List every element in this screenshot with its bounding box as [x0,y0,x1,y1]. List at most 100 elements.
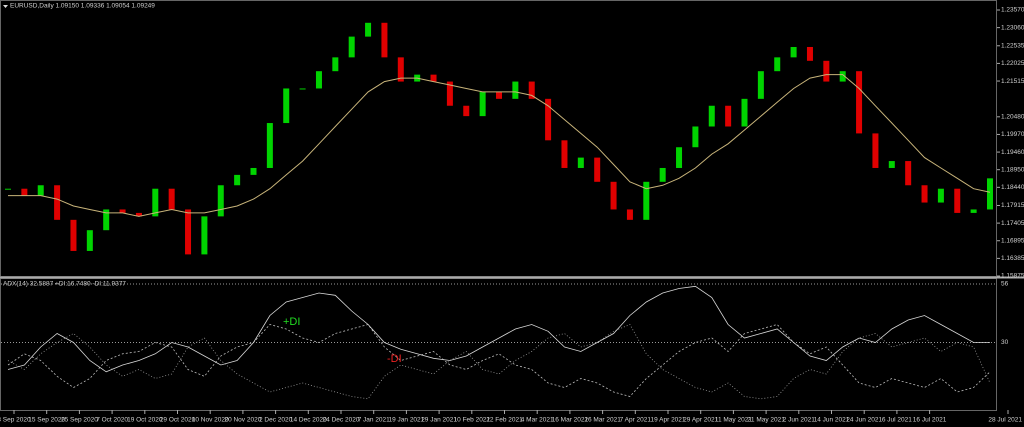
candle [905,161,912,186]
candle [806,46,813,61]
candle [561,140,568,168]
y-tick-label: 1.19970 [1001,131,1024,138]
candle [135,212,142,217]
x-tick-label: 4 Mar 2021 [521,417,554,424]
y-tick-label: 1.17405 [1001,220,1024,227]
candle [168,188,175,210]
x-tick-label: 16 Mar 2021 [552,417,589,424]
y-tick-label: 1.18950 [1001,166,1024,173]
x-tick-label: 19 Jan 2021 [389,417,425,424]
y-tick-label: 1.23570 [1001,7,1024,14]
x-tick-label: 15 Sep 2020 [28,417,65,424]
candle [512,81,519,99]
y-tick-label: 1.19460 [1001,149,1024,156]
plus_di-line [7,324,991,397]
y-tick-label: 1.21515 [1001,78,1024,85]
x-tick-label: 21 May 2021 [747,417,785,424]
candle [823,60,830,82]
x-tick-label: 24 Jun 2021 [846,417,882,424]
candle [315,71,322,89]
y-tick-label: 30 [1001,339,1009,346]
x-tick-label: 29 Oct 2020 [160,417,196,424]
candle [70,219,77,251]
main-frame [0,0,997,277]
x-tick-label: 7 Jan 2021 [358,417,391,424]
moving-average [8,74,991,217]
minus-di-label: -DI [387,353,402,365]
x-tick-label: 16 Jul 2021 [913,417,947,424]
candle [332,57,339,72]
x-tick-label: 29 Jan 2021 [421,417,457,424]
plus-di-label: +DI [283,316,300,328]
candle [479,91,486,117]
candle [250,167,257,175]
candle [725,105,732,127]
candle [741,98,748,127]
candle [528,81,535,99]
x-tick-label: 26 Mar 2021 [584,417,621,424]
candle [283,88,290,124]
candle [86,230,93,251]
x-tick-label: 14 Jun 2021 [814,417,850,424]
x-tick-label: 2 Dec 2020 [259,417,293,424]
candle [970,209,977,213]
symbol-header: EURUSD,Daily 1.09150 1.09336 1.09054 1.0… [10,3,155,10]
x-tick-label: 10 Feb 2021 [454,417,491,424]
candle [365,22,372,37]
candle [921,185,928,203]
y-tick-label: 1.16385 [1001,255,1024,262]
adx-line [7,285,990,373]
x-tick-label: 19 Oct 2020 [127,417,163,424]
candle [790,46,797,58]
candle [463,105,470,117]
candle [626,209,633,220]
candle [119,209,126,213]
y-tick-label: 1.22025 [1001,60,1024,67]
candle [643,181,650,220]
x-tick-label: 2 Jun 2021 [783,417,816,424]
candle [692,126,699,148]
y-tick-label: 1.20480 [1001,114,1024,121]
x-tick-label: 3 Sep 2020 [0,417,31,424]
x-tick-label: 14 Dec 2020 [290,417,327,424]
candle [381,22,388,58]
candle [103,209,110,231]
candle [217,185,224,217]
menu-arrow[interactable] [3,5,8,8]
candle [708,105,715,127]
candle [37,185,44,196]
candle [234,174,241,186]
x-tick-label: 24 Dec 2020 [323,417,360,424]
candle [5,188,11,190]
y-tick-label: 1.18440 [1001,184,1024,191]
candle [774,57,781,72]
candle [839,71,846,82]
candle [201,216,208,255]
y-tick-label: 1.22535 [1001,42,1024,49]
candle [185,209,192,255]
candle [659,167,666,182]
x-tick-label: 7 Oct 2020 [96,417,128,424]
candle [266,123,273,168]
candle [397,57,404,82]
candle [21,188,28,196]
candle [872,133,879,168]
x-tick-label: 28 Jul 2021 [988,417,1022,424]
x-tick-label: 22 Feb 2021 [486,417,523,424]
candle [54,185,61,220]
candle [152,188,159,217]
x-tick-label: 19 Apr 2021 [650,417,685,424]
candle [446,81,453,106]
y-tick-label: 1.23060 [1001,24,1024,31]
candle [937,188,944,203]
candle [577,157,584,168]
x-tick-label: 29 Apr 2021 [683,417,718,424]
candle [430,74,437,82]
candle [676,147,683,168]
candle [757,71,764,99]
x-tick-label: 10 Nov 2020 [192,417,229,424]
candle [545,98,552,141]
candle [954,188,961,213]
x-tick-label: 20 Nov 2020 [224,417,261,424]
